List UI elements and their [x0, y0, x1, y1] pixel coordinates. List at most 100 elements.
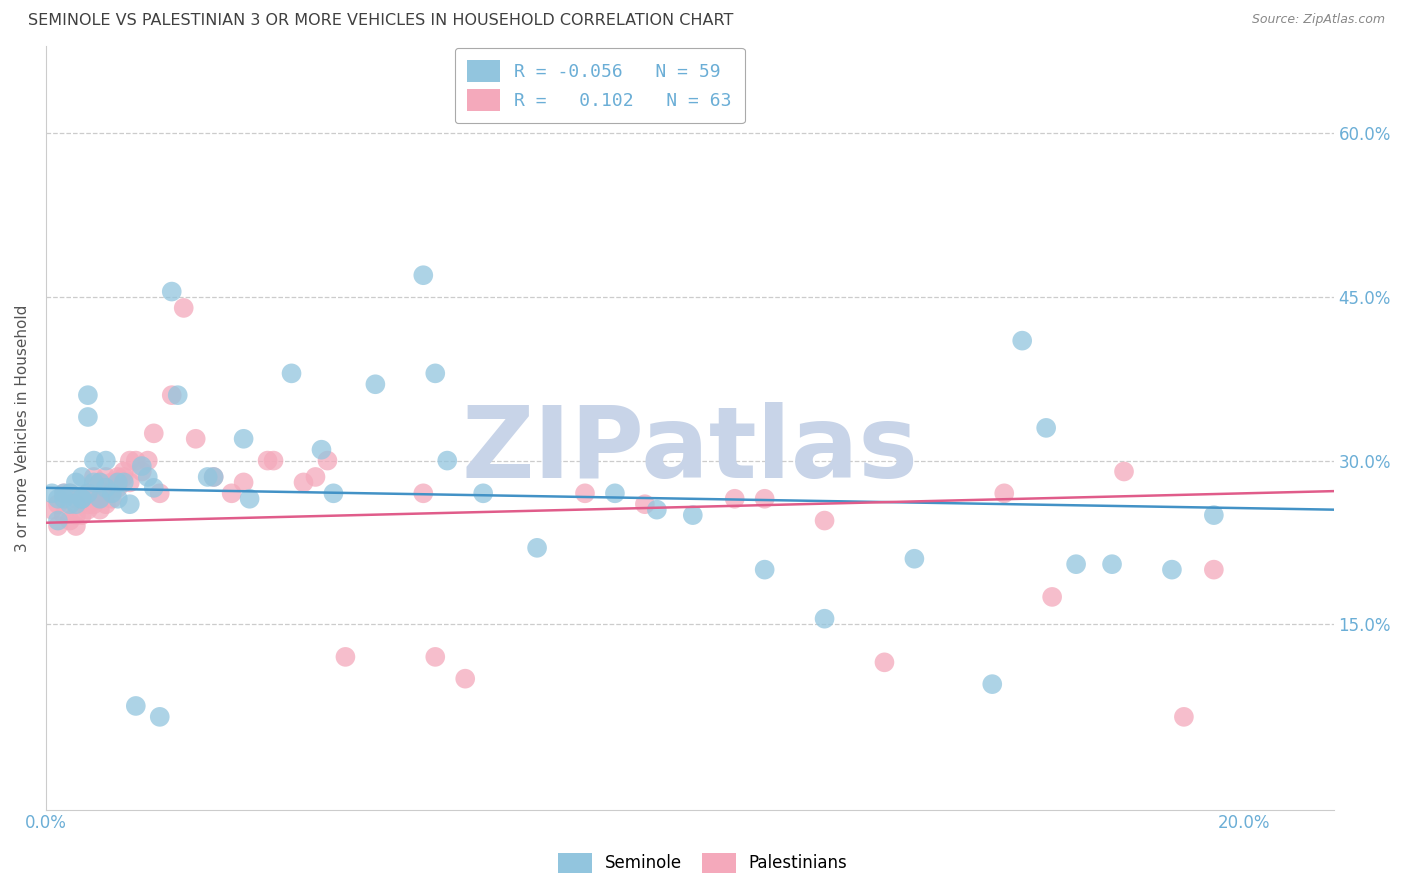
- Point: [46, 491, 69, 506]
- Point: [94, 481, 117, 495]
- Point: [89, 491, 111, 506]
- Point: [107, 470, 129, 484]
- Point: [70, 491, 93, 506]
- Point: [52, 486, 75, 500]
- Point: [41, 502, 63, 516]
- Point: [292, 475, 315, 490]
- Point: [136, 453, 159, 467]
- Point: [89, 502, 111, 516]
- Point: [873, 656, 896, 670]
- Point: [65, 508, 87, 522]
- Point: [724, 491, 747, 506]
- Point: [59, 514, 82, 528]
- Point: [754, 491, 776, 506]
- Point: [149, 710, 172, 724]
- Point: [77, 409, 100, 424]
- Y-axis label: 3 or more Vehicles in Household: 3 or more Vehicles in Household: [15, 304, 30, 551]
- Point: [981, 677, 1004, 691]
- Point: [239, 491, 262, 506]
- Point: [364, 377, 387, 392]
- Text: ZIPatlas: ZIPatlas: [461, 402, 918, 500]
- Point: [46, 497, 69, 511]
- Point: [682, 508, 704, 522]
- Point: [70, 470, 93, 484]
- Point: [52, 508, 75, 522]
- Point: [1202, 563, 1225, 577]
- Point: [202, 470, 225, 484]
- Point: [65, 475, 87, 490]
- Point: [101, 491, 124, 506]
- Point: [125, 698, 148, 713]
- Point: [425, 367, 447, 381]
- Point: [526, 541, 548, 555]
- Point: [94, 470, 117, 484]
- Point: [202, 470, 225, 484]
- Point: [112, 470, 135, 484]
- Point: [1161, 563, 1184, 577]
- Point: [52, 491, 75, 506]
- Point: [77, 486, 100, 500]
- Point: [1173, 710, 1195, 724]
- Point: [603, 486, 626, 500]
- Point: [1064, 557, 1087, 571]
- Point: [59, 486, 82, 500]
- Point: [232, 475, 254, 490]
- Point: [136, 470, 159, 484]
- Point: [142, 426, 165, 441]
- Point: [89, 491, 111, 506]
- Point: [813, 514, 835, 528]
- Point: [107, 475, 129, 490]
- Point: [131, 465, 153, 479]
- Point: [83, 453, 105, 467]
- Point: [118, 497, 141, 511]
- Point: [112, 475, 135, 490]
- Point: [184, 432, 207, 446]
- Point: [70, 491, 93, 506]
- Point: [59, 486, 82, 500]
- Point: [1011, 334, 1033, 348]
- Point: [65, 519, 87, 533]
- Point: [65, 497, 87, 511]
- Point: [173, 301, 195, 315]
- Point: [118, 475, 141, 490]
- Point: [83, 475, 105, 490]
- Point: [52, 486, 75, 500]
- Point: [70, 508, 93, 522]
- Point: [1202, 508, 1225, 522]
- Point: [634, 497, 657, 511]
- Point: [993, 486, 1015, 500]
- Point: [142, 481, 165, 495]
- Text: SEMINOLE VS PALESTINIAN 3 OR MORE VEHICLES IN HOUSEHOLD CORRELATION CHART: SEMINOLE VS PALESTINIAN 3 OR MORE VEHICL…: [28, 13, 734, 29]
- Point: [131, 458, 153, 473]
- Point: [89, 475, 111, 490]
- Point: [94, 453, 117, 467]
- Point: [1112, 465, 1135, 479]
- Point: [107, 491, 129, 506]
- Point: [77, 497, 100, 511]
- Point: [65, 491, 87, 506]
- Point: [89, 475, 111, 490]
- Point: [280, 367, 302, 381]
- Point: [221, 486, 243, 500]
- Point: [412, 486, 434, 500]
- Point: [107, 481, 129, 495]
- Point: [645, 502, 668, 516]
- Point: [83, 497, 105, 511]
- Point: [1035, 421, 1057, 435]
- Point: [232, 432, 254, 446]
- Point: [316, 453, 339, 467]
- Point: [304, 470, 326, 484]
- Point: [813, 612, 835, 626]
- Text: Source: ZipAtlas.com: Source: ZipAtlas.com: [1251, 13, 1385, 27]
- Point: [197, 470, 219, 484]
- Point: [454, 672, 477, 686]
- Point: [77, 486, 100, 500]
- Legend: Seminole, Palestinians: Seminole, Palestinians: [551, 847, 855, 880]
- Point: [412, 268, 434, 283]
- Point: [322, 486, 344, 500]
- Point: [83, 486, 105, 500]
- Point: [263, 453, 285, 467]
- Point: [149, 486, 172, 500]
- Point: [70, 491, 93, 506]
- Point: [436, 453, 458, 467]
